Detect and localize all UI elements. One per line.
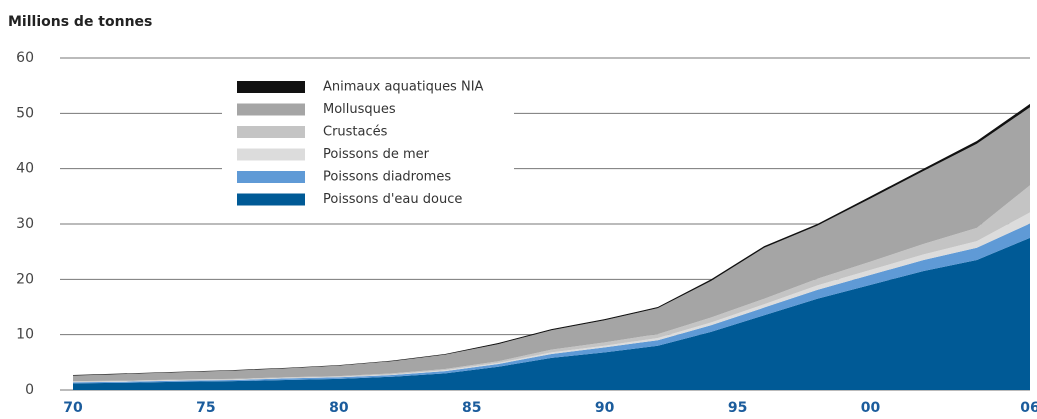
y-tick-label: 40 [16,161,34,177]
legend-background [222,74,514,214]
x-tick-label: 80 [329,400,349,416]
y-tick-label: 20 [16,271,34,287]
x-tick-label: 75 [196,400,215,416]
x-tick-label: 70 [63,400,83,416]
legend-label: Crustacés [323,125,388,140]
x-tick-label: 85 [462,400,481,416]
legend-label: Animaux aquatiques NIA [323,80,484,95]
area [73,107,1030,382]
y-tick-label: 0 [25,382,34,398]
x-tick-label: 00 [861,400,881,416]
legend-label: Poissons diadromes [323,170,451,185]
legend-label: Poissons de mer [323,147,430,162]
legend-swatch [237,148,305,161]
legend-swatch [237,126,305,138]
legend-swatch [237,193,305,206]
legend-swatch [237,81,305,93]
y-tick-label: 30 [16,216,34,232]
y-tick-label: 60 [16,50,34,66]
legend-swatch [237,171,305,183]
y-tick-label: 50 [16,105,34,121]
chart-title: Millions de tonnes [8,14,152,30]
x-tick-label: 06 [1020,400,1037,416]
legend-swatch [237,103,305,116]
legend-label: Poissons d'eau douce [323,192,462,207]
legend-label: Mollusques [323,102,396,117]
y-tick-label: 10 [16,327,34,343]
x-tick-label: 90 [595,400,615,416]
area [73,237,1030,390]
x-tick-label: 95 [728,400,747,416]
